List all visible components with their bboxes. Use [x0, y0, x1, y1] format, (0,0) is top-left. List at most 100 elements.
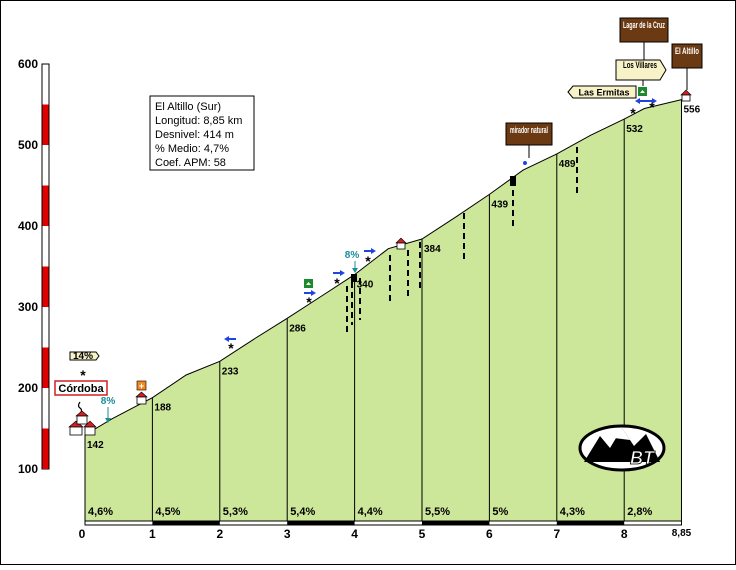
- segment-gradient-label: 5,4%: [290, 506, 315, 518]
- info-line-length: Longitud: 8,85 km: [155, 115, 242, 127]
- segment-gradient-labels: 4,6% 4,5% 5,3% 5,4% 4,4% 5,5% 5% 4,3% 2,8%: [88, 506, 652, 518]
- segment-gradient-label: 4,5%: [155, 506, 180, 518]
- x-tick-label: 6: [486, 527, 493, 541]
- x-tick-label: 0: [79, 527, 86, 541]
- km-altitude-label: 532: [626, 124, 643, 135]
- y-tick-label: 300: [18, 300, 38, 314]
- x-tick-label: 1: [149, 527, 156, 541]
- las-ermitas-label: Las Ermitas: [578, 88, 629, 98]
- km-altitude-label: 233: [222, 366, 239, 377]
- info-box: El Altillo (Sur) Longitud: 8,85 km Desni…: [149, 95, 255, 171]
- summit-label: El Altillo: [675, 46, 699, 56]
- info-line-avg-gradient: % Medio: 4,7%: [155, 143, 229, 155]
- ramp-km4-arrowhead: [352, 268, 358, 273]
- bottom-bar-frame: [84, 520, 682, 526]
- y-tick-label: 200: [18, 381, 38, 395]
- right-arrow-icon: [304, 290, 316, 296]
- bottom-bar-segment: [556, 521, 625, 525]
- mirador-label: mirador natural: [510, 125, 548, 135]
- town-buildings-icon: [68, 410, 97, 436]
- segment-gradient-label: 4,6%: [88, 506, 113, 518]
- scale-bar-segment: [42, 104, 49, 145]
- junction-star-icon: *: [649, 99, 655, 115]
- tunnel-icon: [510, 176, 516, 186]
- mirador-sign: mirador natural: [505, 122, 553, 165]
- junction-star-icon: *: [365, 253, 371, 269]
- viewpoint-icon: [523, 161, 527, 165]
- junction-star-icon: *: [306, 294, 312, 310]
- summit-building-icon: [680, 89, 692, 102]
- svg-text:+: +: [139, 381, 144, 391]
- right-arrow-icon: [364, 248, 376, 254]
- scale-bar-segment: [42, 185, 49, 226]
- x-tick-label: 5: [419, 527, 426, 541]
- y-tick-label: 600: [18, 57, 38, 71]
- km-altitude-label: 489: [559, 159, 576, 170]
- x-tick-label: 3: [284, 527, 291, 541]
- bottom-bar-segment: [422, 521, 490, 525]
- bt-logo-text: BT: [630, 448, 656, 468]
- junction-star-icon: *: [630, 105, 636, 121]
- segment-gradient-label: 2,8%: [627, 506, 652, 518]
- info-line-apm: Coef. APM: 58: [155, 157, 226, 169]
- scale-bar-segment: [42, 347, 49, 388]
- lagar-label: Lagar de la Cruz: [623, 20, 665, 30]
- y-tick-label: 400: [18, 219, 38, 233]
- left-arrow-icon: [224, 336, 236, 342]
- scale-bar-segment: [42, 428, 49, 469]
- max-ramp-flag: [69, 351, 100, 361]
- junction-star-icon: *: [228, 340, 234, 356]
- segment-gradient-label: 5%: [492, 506, 508, 518]
- km-altitude-labels: 142 188 233 286 340 384 439 489 532 556: [87, 105, 701, 451]
- x-tick-label: 4: [351, 527, 358, 541]
- y-axis-tick-labels: 100 200 300 400 500 600: [18, 57, 38, 476]
- segment-gradient-label: 4,3%: [560, 506, 585, 518]
- x-tick-label: 7: [553, 527, 560, 541]
- x-tick-label: 8: [621, 527, 628, 541]
- summit-sign: [671, 43, 703, 69]
- right-arrow-icon: [645, 98, 657, 104]
- y-tick-label: 100: [18, 462, 38, 476]
- right-arrow-icon: [333, 270, 345, 276]
- start-name: Córdoba: [58, 383, 104, 395]
- summit-star-icon: *: [80, 367, 86, 383]
- home-sign-icon: [638, 87, 647, 96]
- info-line-climb: Desnivel: 414 m: [155, 129, 234, 141]
- los-villares-label: Los Villares: [623, 60, 657, 70]
- km-altitude-label: 384: [424, 244, 441, 255]
- las-ermitas-sign: [567, 85, 637, 99]
- x-tick-label: 8,85: [672, 528, 692, 539]
- ramp-km4-label: 8%: [345, 250, 360, 261]
- start-town: 14% * Córdoba 8%: [54, 351, 116, 436]
- scale-bar-segment: [42, 266, 49, 307]
- info-line-name: El Altillo (Sur): [155, 101, 221, 113]
- km-altitude-label: 439: [491, 199, 508, 210]
- y-tick-label: 500: [18, 138, 38, 152]
- km-altitude-label: 340: [357, 280, 374, 291]
- segment-gradient-label: 5,3%: [223, 506, 248, 518]
- bt-logo: BT: [578, 424, 666, 472]
- km-altitude-label: 188: [154, 403, 171, 414]
- junction-markers: [346, 147, 578, 332]
- km-altitude-label: 556: [683, 105, 700, 116]
- info-box-frame: [149, 95, 255, 171]
- km-altitude-label: 142: [87, 440, 104, 451]
- church-icon: [395, 237, 407, 250]
- bottom-bar-segment: [152, 521, 220, 525]
- home-sign-icon: [304, 279, 313, 288]
- segment-gradient-label: 4,4%: [358, 506, 383, 518]
- los-villares-sign: [615, 59, 667, 81]
- junction-star-icon: *: [334, 275, 340, 291]
- max-ramp-label: 14%: [73, 351, 93, 362]
- altitude-scale-bar: [41, 63, 50, 470]
- bottom-bar-segment: [287, 521, 355, 525]
- hospital-icon: +: [135, 380, 148, 405]
- ramp-start-label: 8%: [101, 396, 116, 407]
- bottom-km-bar: [84, 520, 682, 526]
- road-junction-icons: * * * 8% *: [224, 176, 516, 356]
- km-altitude-label: 286: [289, 323, 306, 334]
- top-signs: Las Ermitas Los Villares Lagar de la Cru…: [567, 17, 703, 121]
- x-axis-tick-labels: 0 1 2 3 4 5 6 7 8 8,85: [79, 527, 692, 541]
